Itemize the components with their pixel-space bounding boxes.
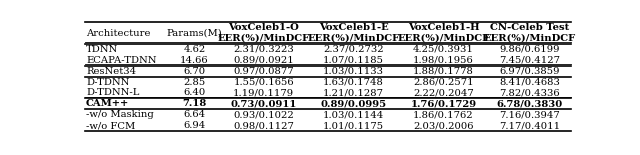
Text: ResNet34: ResNet34 [86, 67, 136, 76]
Text: VoxCeleb1-O
EER(%)/MinDCF: VoxCeleb1-O EER(%)/MinDCF [218, 23, 310, 43]
Text: 2.86/0.2571: 2.86/0.2571 [413, 78, 474, 87]
Text: 1.86/0.1762: 1.86/0.1762 [413, 110, 474, 119]
Text: 1.76/0.1729: 1.76/0.1729 [410, 99, 477, 108]
Text: 0.93/0.1022: 0.93/0.1022 [233, 110, 294, 119]
Text: 4.25/0.3931: 4.25/0.3931 [413, 45, 474, 54]
Text: 1.01/0.1175: 1.01/0.1175 [323, 121, 384, 130]
Text: 7.17/0.4011: 7.17/0.4011 [499, 121, 560, 130]
Text: 2.22/0.2047: 2.22/0.2047 [413, 89, 474, 97]
Text: 7.16/0.3947: 7.16/0.3947 [499, 110, 560, 119]
Text: Architecture: Architecture [86, 29, 150, 38]
Text: TDNN: TDNN [86, 45, 118, 54]
Text: 1.03/0.1144: 1.03/0.1144 [323, 110, 384, 119]
Text: 4.62: 4.62 [183, 45, 205, 54]
Text: -w/o FCM: -w/o FCM [86, 121, 135, 130]
Text: 6.97/0.3859: 6.97/0.3859 [499, 67, 560, 76]
Text: 7.45/0.4127: 7.45/0.4127 [499, 56, 560, 65]
Text: -w/o Masking: -w/o Masking [86, 110, 154, 119]
Text: CAM++: CAM++ [86, 99, 129, 108]
Text: 2.85: 2.85 [183, 78, 205, 87]
Text: D-TDNN-L: D-TDNN-L [86, 89, 140, 97]
Text: 1.63/0.1748: 1.63/0.1748 [323, 78, 384, 87]
Text: 6.70: 6.70 [183, 67, 205, 76]
Text: CN-Celeb Test
EER(%)/MinDCF: CN-Celeb Test EER(%)/MinDCF [484, 23, 576, 43]
Text: 9.86/0.6199: 9.86/0.6199 [499, 45, 560, 54]
Text: 2.37/0.2732: 2.37/0.2732 [323, 45, 384, 54]
Text: Params(M): Params(M) [166, 29, 222, 38]
Text: 1.07/0.1185: 1.07/0.1185 [323, 56, 384, 65]
Text: 6.40: 6.40 [183, 89, 205, 97]
Text: 2.31/0.3223: 2.31/0.3223 [233, 45, 294, 54]
Text: 0.97/0.0877: 0.97/0.0877 [234, 67, 294, 76]
Text: 0.98/0.1127: 0.98/0.1127 [233, 121, 294, 130]
Text: 1.88/0.1778: 1.88/0.1778 [413, 67, 474, 76]
Text: 7.82/0.4336: 7.82/0.4336 [499, 89, 560, 97]
Text: 14.66: 14.66 [180, 56, 209, 65]
Text: 1.21/0.1287: 1.21/0.1287 [323, 89, 384, 97]
Text: 7.18: 7.18 [182, 99, 207, 108]
Text: 0.89/0.0921: 0.89/0.0921 [233, 56, 294, 65]
Text: 0.89/0.0995: 0.89/0.0995 [321, 99, 387, 108]
Text: 1.55/0.1656: 1.55/0.1656 [234, 78, 294, 87]
Text: 0.73/0.0911: 0.73/0.0911 [230, 99, 297, 108]
Text: 1.03/0.1133: 1.03/0.1133 [323, 67, 384, 76]
Text: 6.94: 6.94 [183, 121, 205, 130]
Text: VoxCeleb1-H
EER(%)/MinDCF: VoxCeleb1-H EER(%)/MinDCF [397, 23, 490, 43]
Text: 6.78/0.3830: 6.78/0.3830 [497, 99, 563, 108]
Text: 1.98/0.1956: 1.98/0.1956 [413, 56, 474, 65]
Text: D-TDNN: D-TDNN [86, 78, 129, 87]
Text: 2.03/0.2006: 2.03/0.2006 [413, 121, 474, 130]
Text: 8.41/0.4683: 8.41/0.4683 [499, 78, 560, 87]
Text: 6.64: 6.64 [183, 110, 205, 119]
Text: ECAPA-TDNN: ECAPA-TDNN [86, 56, 156, 65]
Text: VoxCeleb1-E
EER(%)/MinDCF: VoxCeleb1-E EER(%)/MinDCF [307, 23, 399, 43]
Text: 1.19/0.1179: 1.19/0.1179 [233, 89, 294, 97]
